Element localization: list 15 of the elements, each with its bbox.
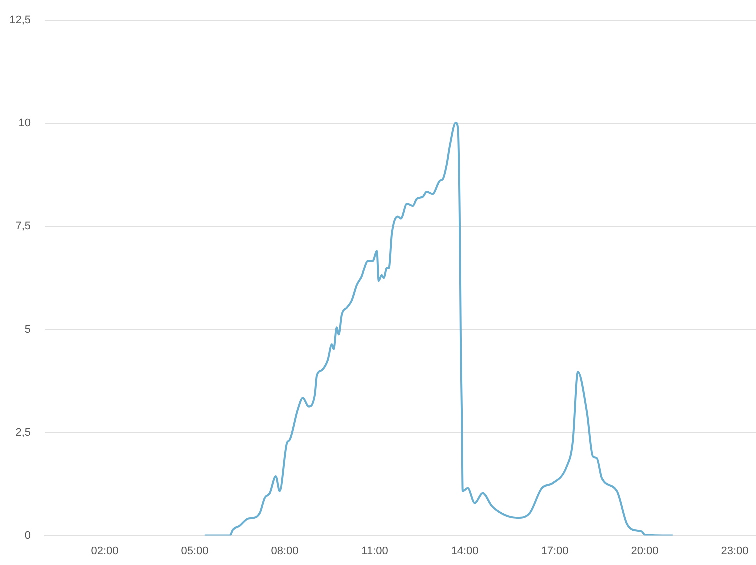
line-series: [204, 122, 674, 536]
y-tick-label: 5: [24, 324, 31, 336]
x-tick-label: 23:00: [721, 545, 749, 558]
x-tick-label: 02:00: [91, 545, 119, 558]
x-tick-label: 08:00: [271, 545, 299, 558]
y-tick-label: 12,5: [10, 14, 31, 27]
y-tick-label: 10: [18, 118, 31, 130]
y-tick-label: 0: [24, 530, 31, 542]
x-tick-label: 05:00: [181, 545, 209, 558]
x-tick-label: 17:00: [541, 545, 569, 558]
x-tick-label: 11:00: [362, 545, 388, 558]
x-tick-label: 20:00: [631, 545, 659, 558]
y-tick-label: 7,5: [16, 220, 31, 233]
x-tick-label: 14:00: [451, 545, 479, 558]
y-tick-label: 2,5: [16, 426, 31, 439]
